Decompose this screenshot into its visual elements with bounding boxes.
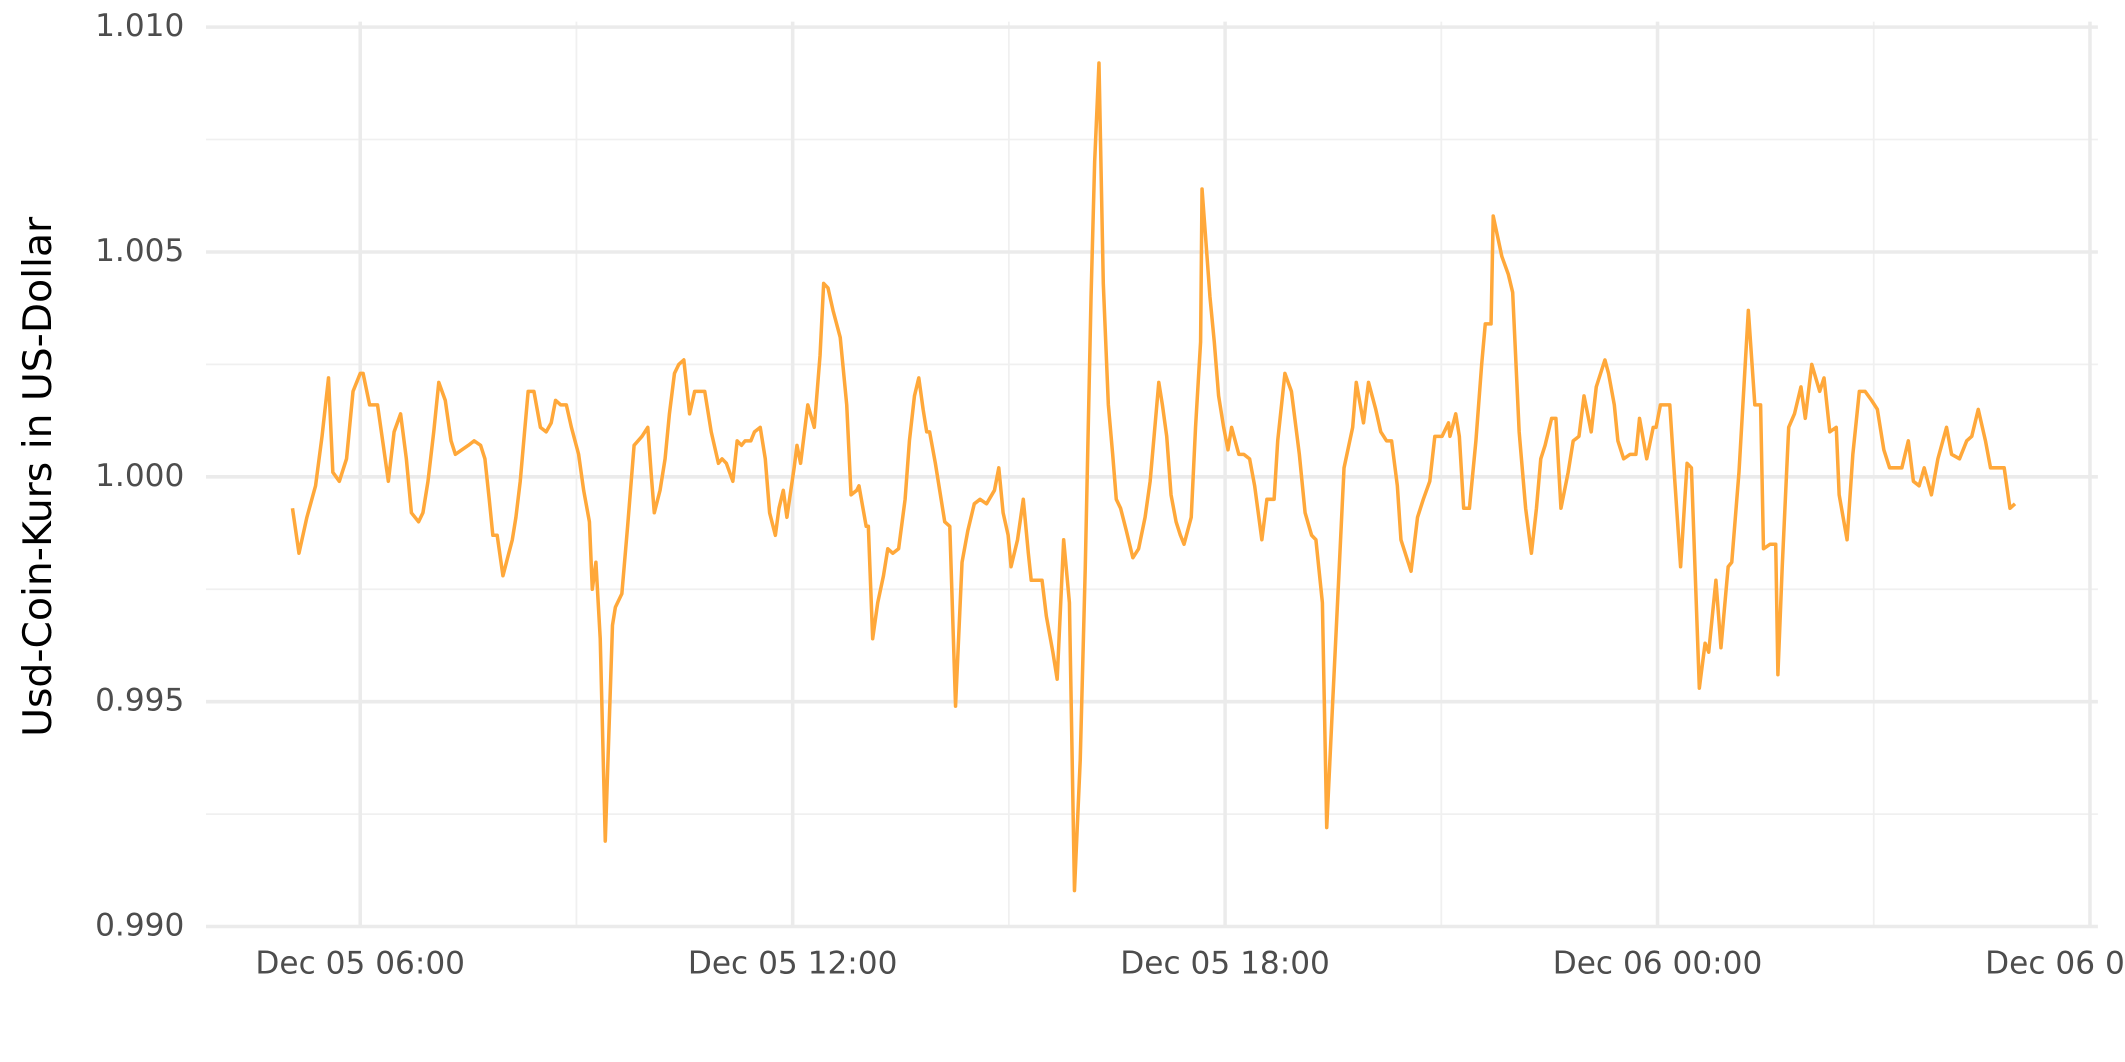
x-tick-label: Dec 05 06:00 xyxy=(255,945,465,981)
x-tick-label: Dec 06 06:00 xyxy=(1985,945,2125,981)
y-tick-label: 1.000 xyxy=(95,458,184,494)
y-tick-label: 1.010 xyxy=(95,8,184,44)
plot-area xyxy=(290,61,2017,893)
series-line xyxy=(290,61,2017,893)
axis-labels: 0.990 0.995 1.000 1.005 1.010 Dec 05 06:00 Dec… xyxy=(95,8,2125,981)
x-tick-label: Dec 06 00:00 xyxy=(1553,945,1763,981)
y-tick-label: 0.995 xyxy=(95,683,184,719)
x-tick-label: Dec 05 12:00 xyxy=(688,945,898,981)
y-tick-label: 1.005 xyxy=(95,233,184,269)
y-axis-title: Usd-Coin-Kurs in US-Dollar xyxy=(16,216,61,737)
y-tick-label: 0.990 xyxy=(95,908,184,944)
x-tick-label: Dec 05 18:00 xyxy=(1120,945,1330,981)
